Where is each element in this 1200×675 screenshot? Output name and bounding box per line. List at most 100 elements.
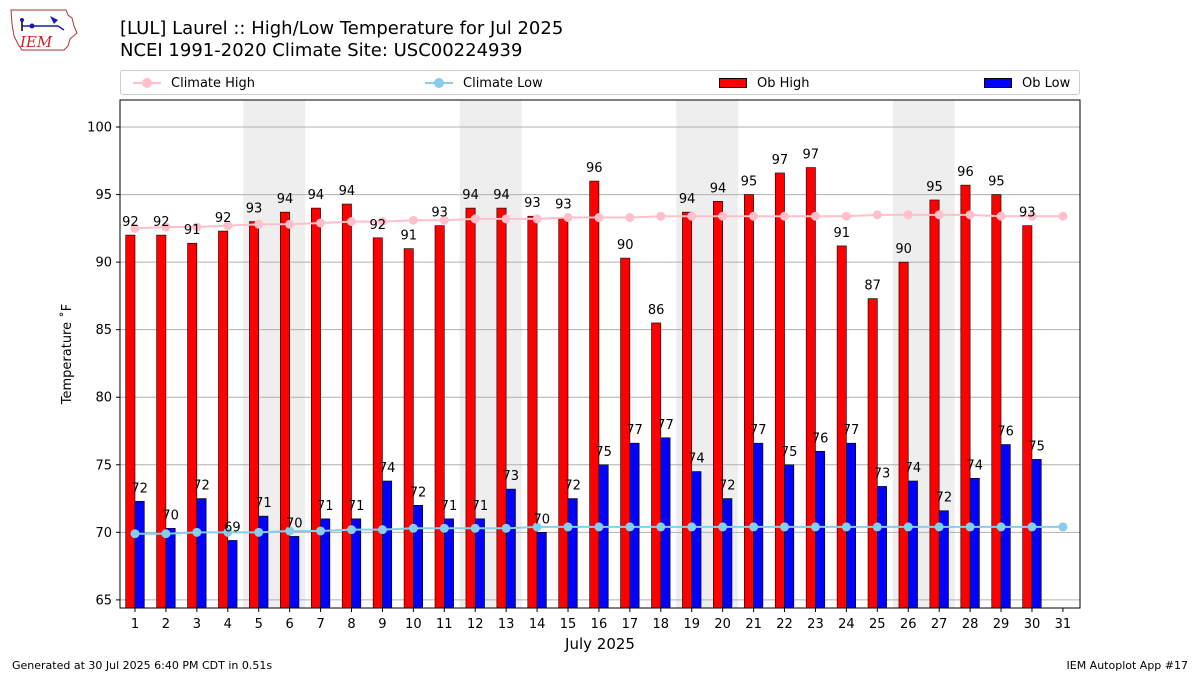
label-ob-low: 74 [966,458,983,473]
climate-low-point [563,522,573,532]
x-tick-label: 28 [962,617,979,632]
label-ob-low: 72 [564,479,581,494]
label-ob-high: 93 [524,196,541,211]
climate-high-point [254,219,264,229]
label-ob-high: 91 [184,223,201,238]
bar-ob-high [280,211,290,609]
label-ob-high: 93 [431,206,448,221]
label-ob-low: 70 [162,508,179,523]
label-ob-low: 71 [472,499,489,514]
bar-ob-low [289,536,300,609]
label-ob-low: 70 [533,512,550,527]
label-ob-low: 76 [812,431,829,446]
climate-low-point [439,523,449,533]
x-tick-label: 18 [653,617,670,632]
bar-ob-high [558,217,569,609]
generated-timestamp: Generated at 30 Jul 2025 6:40 PM CDT in … [12,659,273,672]
bar-ob-high [310,207,321,609]
label-ob-low: 72 [410,485,427,500]
x-tick-label: 1 [131,617,139,632]
climate-low-point [965,522,975,532]
climate-high-point [749,211,759,221]
label-ob-low: 77 [626,423,643,438]
x-tick-label: 10 [405,617,422,632]
y-tick-label: 90 [95,256,112,271]
climate-low-point [161,529,171,539]
x-tick-label: 3 [193,617,201,632]
label-ob-high: 86 [648,303,665,318]
x-tick-label: 22 [776,617,793,632]
climate-high-point [1058,211,1068,221]
climate-low-point [810,522,820,532]
climate-high-point [408,215,418,225]
climate-low-point [501,523,511,533]
climate-high-point [223,221,233,231]
label-ob-high: 91 [833,226,850,241]
bar-ob-high [589,180,600,609]
x-tick-label: 17 [622,617,639,632]
climate-low-point [780,522,790,532]
x-tick-label: 24 [838,617,855,632]
climate-high-point [996,211,1006,221]
x-tick-label: 9 [378,617,386,632]
climate-high-point [532,214,542,224]
climate-low-point [749,522,759,532]
label-ob-low: 72 [719,479,736,494]
climate-high-point [161,222,171,232]
label-ob-low: 73 [503,469,520,484]
label-ob-high: 95 [926,180,943,195]
climate-low-point [594,522,604,532]
x-tick-label: 11 [436,617,453,632]
bar-ob-high [682,211,693,609]
y-tick-label: 85 [95,323,112,338]
bar-ob-high [496,207,507,609]
label-ob-high: 90 [617,238,634,253]
label-ob-low: 75 [781,445,798,460]
bar-ob-high [156,234,167,609]
climate-low-point [223,527,233,537]
climate-high-point [316,218,326,228]
x-tick-label: 21 [745,617,762,632]
bar-ob-high [434,225,445,609]
x-tick-label: 27 [931,617,948,632]
y-tick-label: 80 [95,391,112,406]
label-ob-high: 96 [957,165,974,180]
bar-ob-low [1031,459,1042,609]
iem-logo-graphic: IEM [10,9,78,51]
bar-ob-high [372,237,383,609]
chart-legend: Climate High Climate Low Ob High Ob Low [120,70,1080,95]
label-ob-high: 94 [493,188,510,203]
label-ob-low: 72 [193,479,210,494]
climate-high-point [285,219,295,229]
climate-high-point [872,210,882,220]
climate-low-point [408,523,418,533]
climate-low-swatch [425,78,453,88]
x-tick-label: 16 [591,617,608,632]
bar-ob-low [691,471,702,609]
label-ob-high: 92 [153,215,170,230]
climate-high-point [470,214,480,224]
climate-low-point [316,526,326,536]
bar-ob-high [805,167,816,609]
bar-ob-low [196,498,207,609]
label-ob-high: 92 [370,218,387,233]
label-ob-low: 75 [595,445,612,460]
label-ob-high: 93 [555,198,572,213]
label-ob-high: 94 [710,181,727,196]
climate-low-point [656,522,666,532]
climate-low-point [1027,522,1037,532]
x-tick-label: 7 [316,617,324,632]
label-ob-low: 70 [286,516,303,531]
climate-low-point [996,522,1006,532]
bar-ob-low [567,498,578,609]
climate-high-point [1027,211,1037,221]
y-tick-label: 70 [95,526,112,541]
label-ob-low: 74 [379,461,396,476]
x-tick-label: 4 [224,617,232,632]
bar-ob-low [382,480,393,609]
x-tick-label: 5 [255,617,263,632]
label-ob-low: 74 [905,461,922,476]
legend-item-ob-high: Ob High [719,74,810,92]
bar-ob-low [907,480,918,609]
